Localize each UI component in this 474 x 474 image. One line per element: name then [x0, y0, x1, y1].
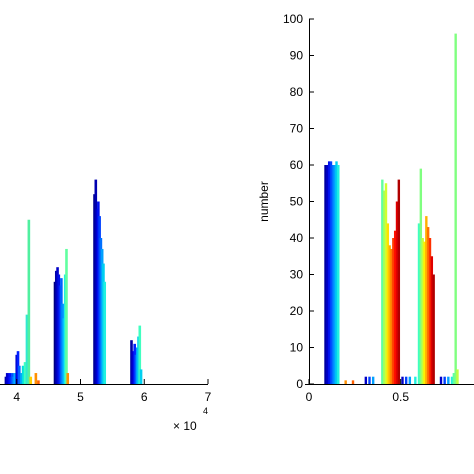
- bar: [386, 223, 390, 384]
- bar: [131, 351, 135, 384]
- bar: [21, 365, 25, 384]
- y-tick-label: 90: [290, 49, 304, 63]
- bar: [397, 179, 401, 384]
- bar: [452, 373, 456, 384]
- bar: [344, 380, 347, 384]
- bar: [18, 365, 21, 384]
- y-tick-label: 80: [290, 85, 304, 99]
- bar: [426, 227, 430, 384]
- bar: [66, 373, 70, 384]
- bar: [454, 33, 457, 384]
- left-histogram: 4 5 6 7 × 10 4: [0, 179, 212, 433]
- bar: [430, 256, 434, 384]
- bar: [443, 376, 446, 384]
- x-tick-label: 0.5: [392, 390, 409, 404]
- bar: [401, 376, 404, 384]
- bar: [421, 238, 424, 384]
- bar: [425, 216, 428, 384]
- bar: [447, 376, 450, 384]
- bar: [139, 369, 143, 384]
- bar: [390, 248, 393, 384]
- bar: [337, 165, 340, 384]
- bar: [37, 380, 40, 384]
- bar: [327, 161, 331, 384]
- bar: [19, 373, 23, 384]
- x-tick-label: 5: [77, 390, 84, 404]
- y-tick-label: 30: [290, 268, 304, 282]
- bar: [423, 241, 426, 384]
- bar: [384, 183, 388, 384]
- bar: [29, 376, 33, 384]
- x-tick-label: 7: [205, 390, 212, 404]
- right-histogram: 0 0.5 0 10 20 30 40 50 60 70 80 90 100 number: [257, 12, 474, 404]
- y-tick-label: 20: [290, 304, 304, 318]
- bar: [432, 274, 435, 384]
- bar: [450, 376, 454, 384]
- bar: [333, 165, 336, 384]
- y-tick-label: 60: [290, 158, 304, 172]
- bar: [439, 376, 443, 384]
- bar: [382, 190, 386, 384]
- bar: [103, 281, 107, 384]
- bar: [138, 325, 142, 384]
- bars: [4, 179, 143, 384]
- bar: [326, 165, 329, 384]
- bars: [324, 33, 459, 384]
- bar: [414, 376, 417, 384]
- bar: [368, 376, 371, 384]
- y-axis-label: number: [257, 181, 271, 222]
- y-tick-label: 100: [283, 12, 303, 26]
- bar: [395, 201, 399, 384]
- bar: [408, 376, 412, 384]
- y-tick-label: 50: [290, 195, 304, 209]
- bar: [428, 238, 432, 384]
- bar: [381, 179, 384, 384]
- bar: [404, 376, 408, 384]
- bar: [335, 161, 338, 384]
- x-multiplier-exponent: 4: [203, 406, 208, 416]
- y-tick-label: 70: [290, 122, 304, 136]
- bar: [392, 238, 395, 384]
- bar: [27, 219, 31, 384]
- bar: [13, 373, 17, 384]
- bar: [364, 376, 368, 384]
- x-tick-label: 4: [13, 390, 20, 404]
- bar: [371, 376, 375, 384]
- bar: [456, 369, 459, 384]
- bar: [34, 373, 38, 384]
- x-tick-label: 6: [141, 390, 148, 404]
- y-tick-label: 0: [296, 377, 303, 391]
- x-multiplier-label: × 10: [173, 419, 197, 433]
- bar: [351, 380, 355, 384]
- bar: [393, 230, 397, 384]
- bar: [23, 362, 27, 384]
- y-tick-label: 40: [290, 231, 304, 245]
- bar: [329, 161, 333, 384]
- bar: [25, 314, 29, 384]
- bar: [388, 245, 391, 384]
- bar: [65, 248, 68, 384]
- y-tick-label: 10: [290, 341, 304, 355]
- bar: [417, 223, 421, 384]
- bar: [419, 168, 423, 384]
- bar: [331, 165, 335, 384]
- x-tick-label: 0: [306, 390, 313, 404]
- bar: [324, 165, 327, 384]
